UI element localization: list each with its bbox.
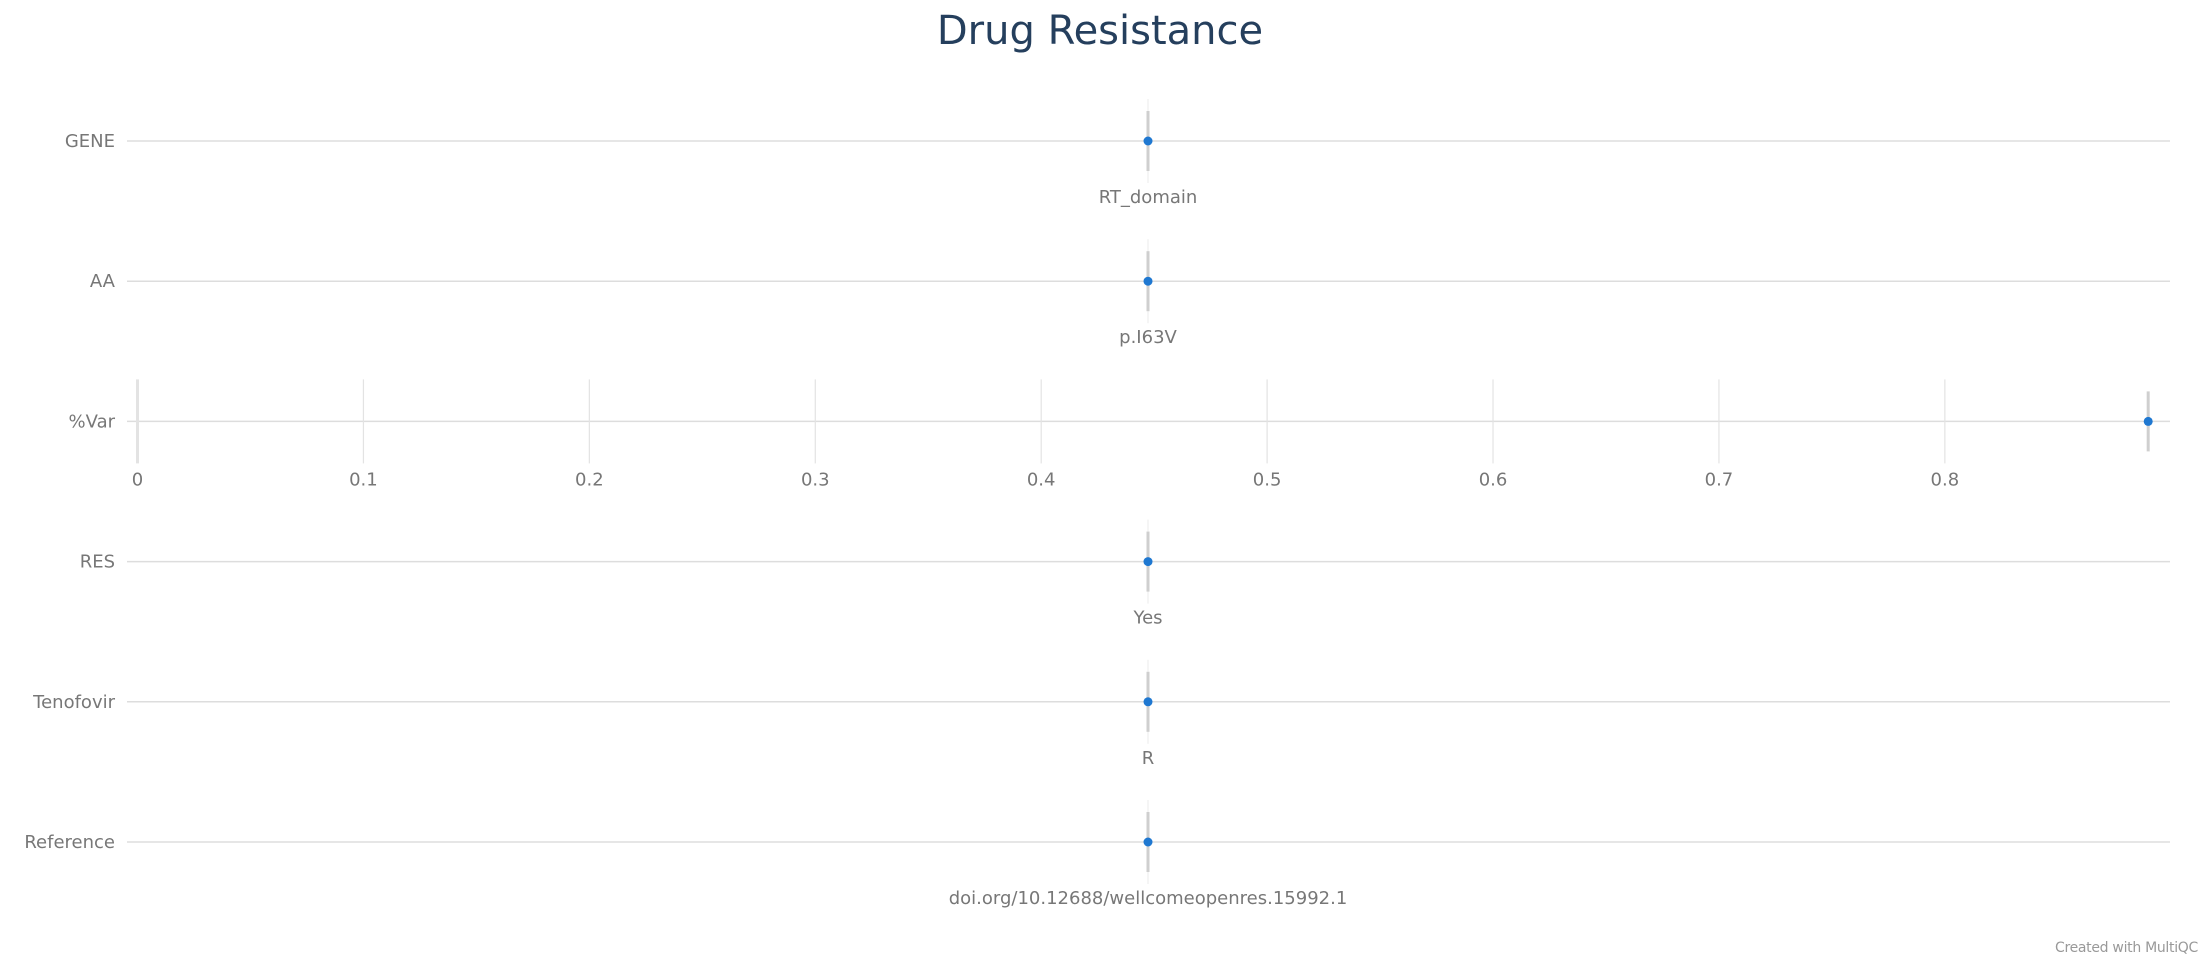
- row-label-tenofovir: Tenofovir: [32, 692, 115, 713]
- data-point-res: [1143, 557, 1153, 567]
- x-tick-label: 0.1: [349, 469, 378, 490]
- x-tick-label: 0.4: [1027, 469, 1056, 490]
- data-point-var: [2143, 416, 2153, 426]
- row-label-aa: AA: [90, 271, 116, 292]
- x-tick-label: 0.8: [1931, 469, 1960, 490]
- chart-title: Drug Resistance: [936, 8, 1264, 54]
- data-point-gene: [1143, 136, 1153, 146]
- x-tick-label: 0: [132, 469, 143, 490]
- value-label-tenofovir: R: [1142, 748, 1155, 769]
- x-tick-label: 0.5: [1253, 469, 1282, 490]
- value-label-reference: doi.org/10.12688/wellcomeopenres.15992.1: [949, 888, 1348, 909]
- x-tick-label: 0.3: [801, 469, 830, 490]
- x-tick-label: 0.7: [1705, 469, 1734, 490]
- value-label-aa: p.I63V: [1119, 327, 1177, 348]
- value-label-res: Yes: [1132, 608, 1162, 629]
- x-tick-label: 0.6: [1479, 469, 1508, 490]
- data-point-aa: [1143, 276, 1153, 286]
- x-tick-label: 0.2: [575, 469, 604, 490]
- row-label-res: RES: [80, 552, 115, 573]
- row-label-var: %Var: [69, 411, 116, 432]
- data-point-tenofovir: [1143, 697, 1153, 707]
- row-label-gene: GENE: [65, 131, 115, 152]
- row-label-reference: Reference: [24, 832, 115, 853]
- value-label-gene: RT_domain: [1099, 187, 1198, 208]
- credit-text: Created with MultiQC: [2054, 940, 2198, 956]
- data-point-reference: [1143, 837, 1153, 847]
